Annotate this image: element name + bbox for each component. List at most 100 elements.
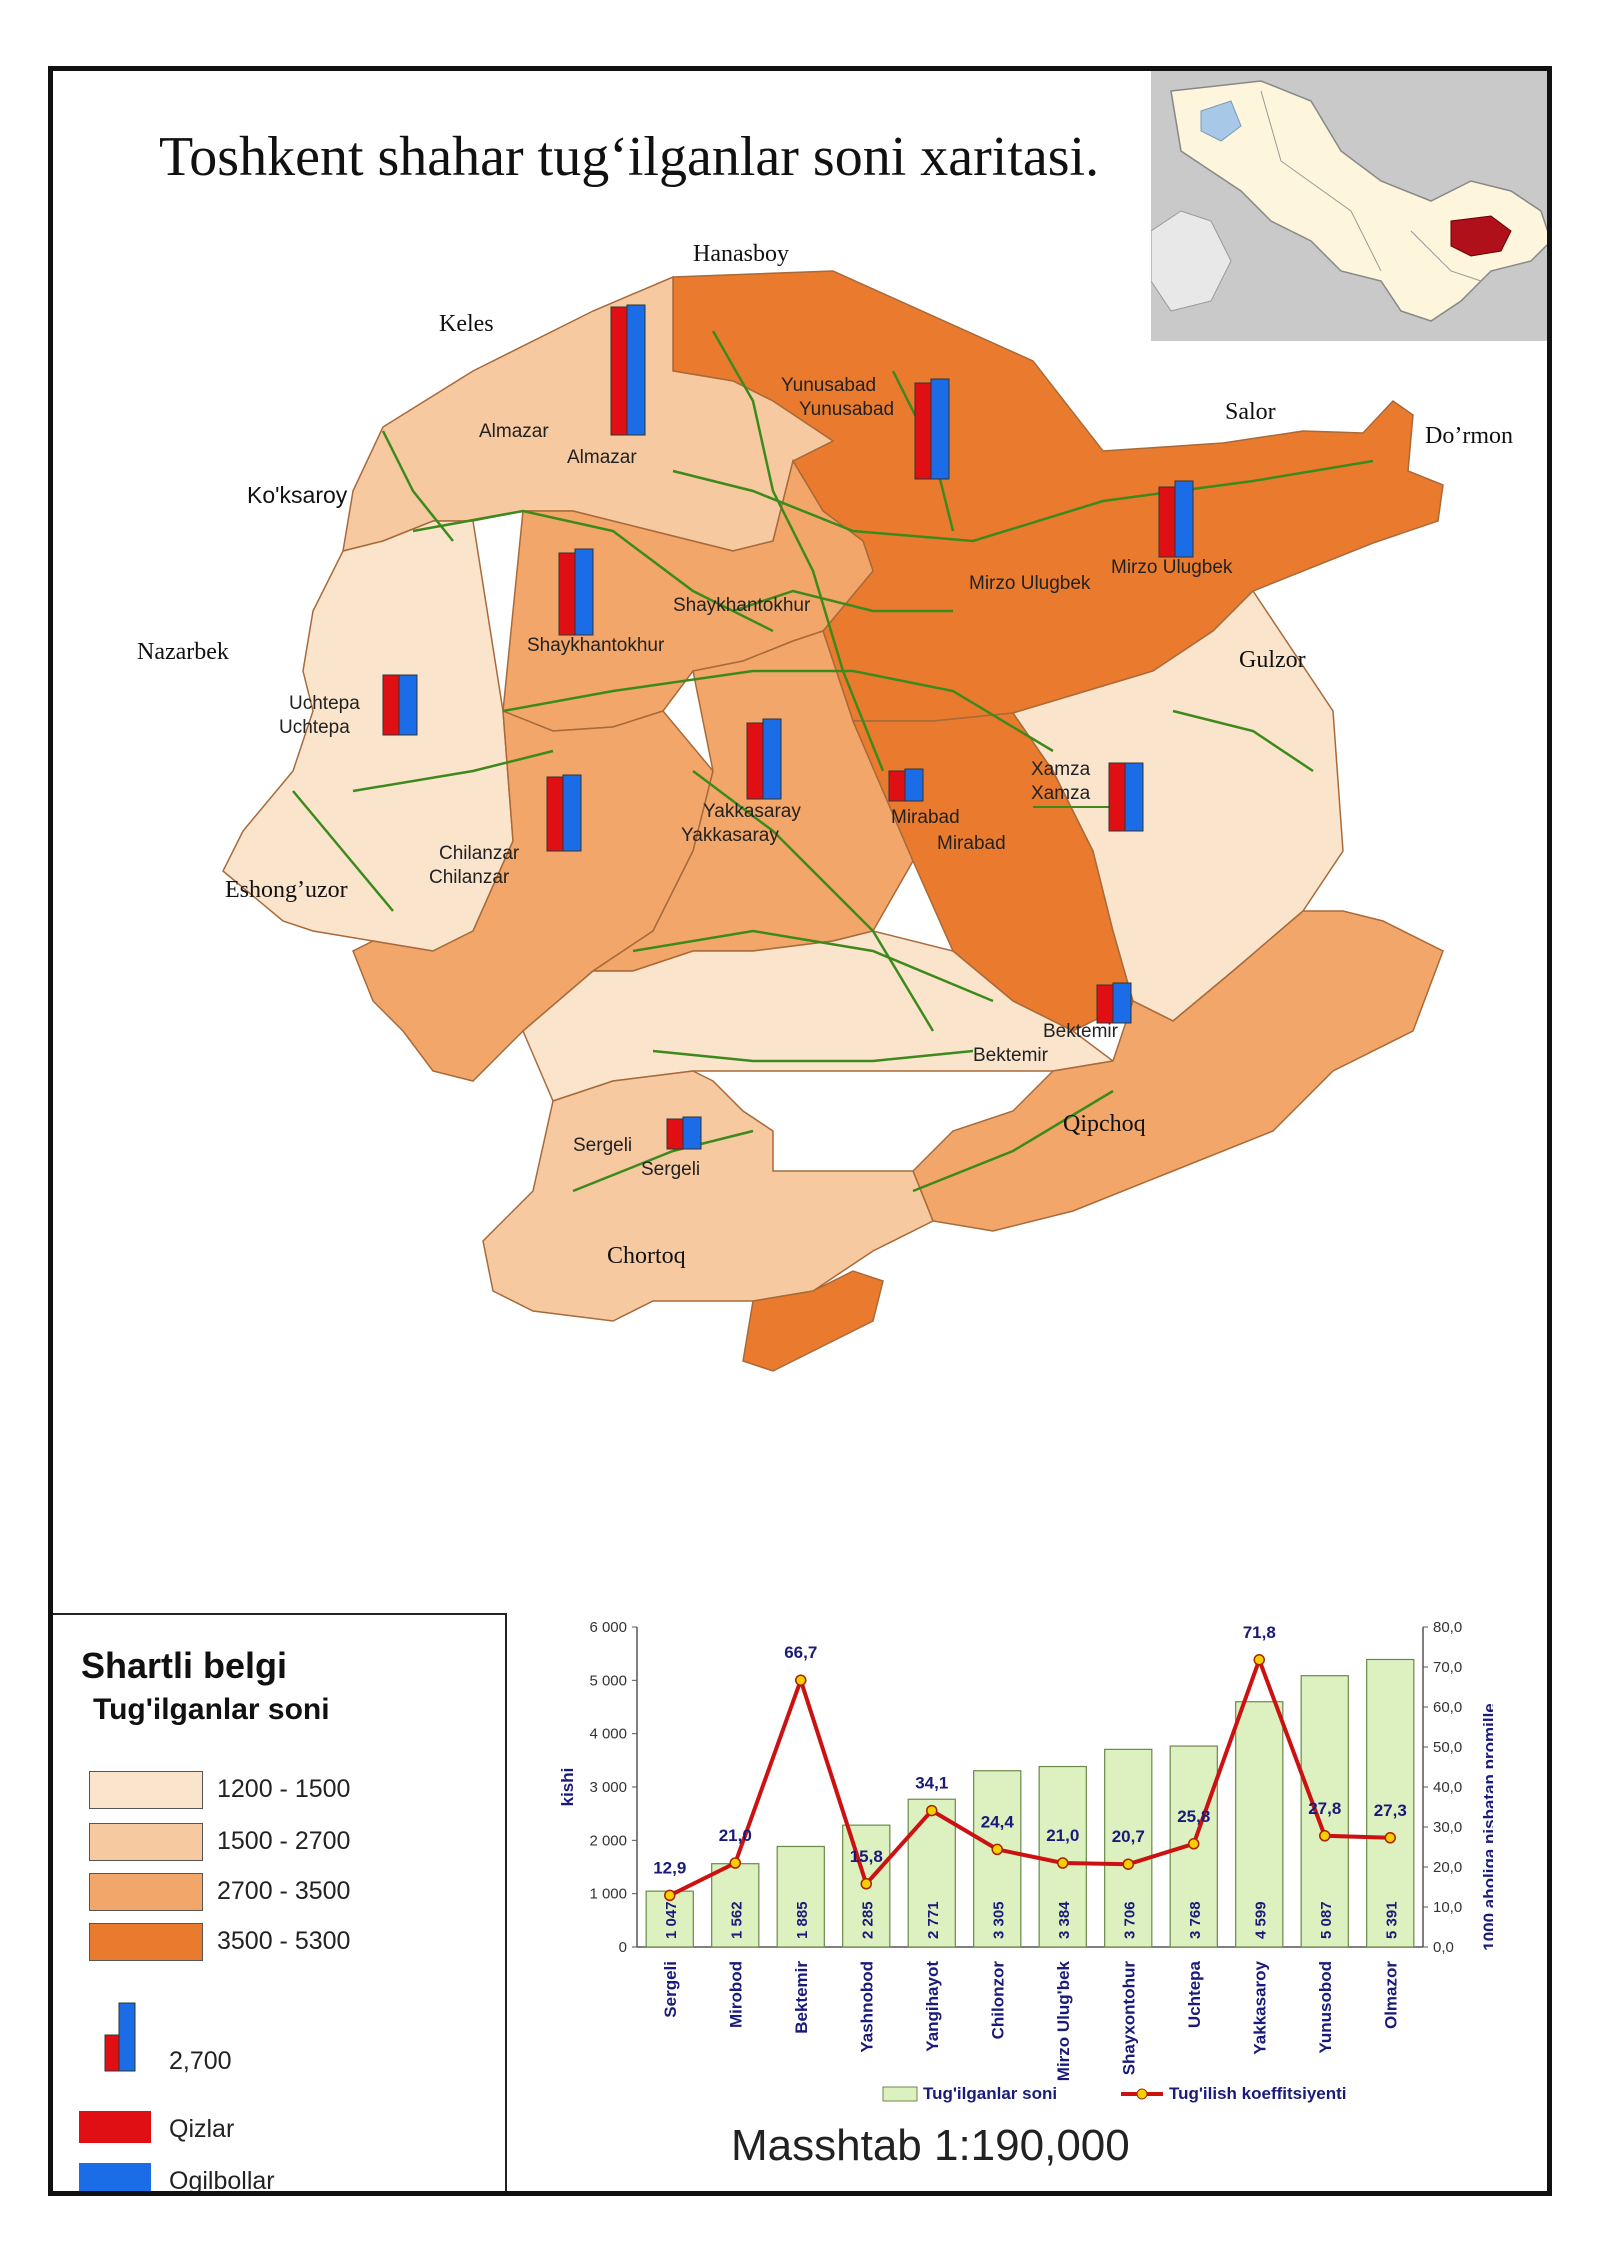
y2-tick-label: 0,0: [1433, 1939, 1454, 1956]
uzbekistan-inset-map: [1151, 71, 1547, 341]
coefficient-label: 71,8: [1243, 1623, 1276, 1642]
y-tick-label: 4 000: [589, 1726, 627, 1743]
bar-data-label: 3 706: [1121, 1901, 1138, 1939]
x-tick-label: Olmazor: [1381, 1961, 1400, 2029]
y2-axis-title: 1000 aholiga nisbatan promille: [1480, 1703, 1493, 1951]
district-south-tail: [742, 1270, 884, 1372]
coefficient-point: [926, 1804, 938, 1817]
coefficient-label: 12,9: [653, 1858, 686, 1877]
x-tick-label: Shayxontohur: [1119, 1961, 1138, 2076]
bar-data-label: 1 047: [663, 1901, 680, 1939]
district-label-sergeli-1: Sergeli: [573, 1135, 632, 1156]
x-tick-label: Yashnobod: [857, 1961, 876, 2053]
coefficient-point: [664, 1889, 676, 1902]
x-tick-label: Uchtepa: [1185, 1960, 1204, 2028]
coefficient-label: 21,0: [1046, 1826, 1079, 1845]
legend-swatch-class-1: [89, 1771, 203, 1809]
label-koksaroy: Ko'ksaroy: [247, 482, 348, 508]
bar-symbols: [382, 304, 1194, 1150]
coefficient-label: 21,0: [719, 1826, 752, 1845]
coefficient-label: 20,7: [1112, 1827, 1145, 1846]
district-label-mirabad-2: Mirabad: [937, 833, 1006, 854]
bar-data-label: 2 285: [859, 1901, 876, 1939]
coefficient-point: [1319, 1830, 1331, 1842]
label-dormon: Do’rmon: [1425, 423, 1513, 449]
district-sergeli[interactable]: [482, 1070, 934, 1322]
bar-symbol-sergeli: [666, 1116, 702, 1150]
district-label-sergeli-2: Sergeli: [641, 1159, 700, 1180]
district-label-almazar-2: Almazar: [567, 447, 637, 468]
legend-subtitle: Tug'ilganlar soni: [93, 1693, 330, 1726]
chart-bar: [907, 1798, 956, 1948]
y2-tick-label: 10,0: [1433, 1899, 1462, 1916]
x-tick-label: Yangihayot: [923, 1961, 942, 2052]
label-nazarbek: Nazarbek: [137, 639, 229, 665]
legend-swatch-class-4: [89, 1923, 203, 1961]
chart-bar: [1300, 1675, 1349, 1948]
y-tick-label: 5 000: [589, 1672, 627, 1689]
district-label-uchtepa-2: Uchtepa: [279, 717, 350, 738]
district-label-shaykh-2: Shaykhantokhur: [527, 635, 665, 656]
map-legend: Shartli belgi Tug'ilganlar soni 1200 - 1…: [53, 1613, 507, 2191]
y-tick-label: 6 000: [589, 1619, 627, 1636]
legend-class-4-label: 3500 - 5300: [217, 1927, 351, 1955]
district-label-chilanzar-2: Chilanzar: [429, 867, 510, 888]
coefficient-point: [1188, 1838, 1200, 1850]
coefficient-label: 27,8: [1308, 1799, 1341, 1818]
label-salor: Salor: [1225, 399, 1276, 425]
bar-data-label: 4 599: [1252, 1901, 1269, 1939]
y2-tick-label: 70,0: [1433, 1659, 1462, 1676]
coefficient-label: 15,8: [850, 1847, 883, 1866]
bar-symbol-bektemir: [1096, 982, 1132, 1024]
district-bektemir[interactable]: [912, 910, 1444, 1232]
bar-symbol-xamza: [1108, 762, 1144, 832]
district-label-yakkasaray-2: Yakkasaray: [681, 825, 779, 846]
chart-bar: [1104, 1748, 1153, 1948]
district-label-bektemir-1: Bektemir: [1043, 1021, 1119, 1042]
legend-class-2-label: 1500 - 2700: [217, 1827, 351, 1855]
bar-data-label: 3 384: [1056, 1901, 1073, 1939]
legend-class-1-label: 1200 - 1500: [217, 1775, 351, 1803]
coefficient-label: 25,8: [1177, 1807, 1210, 1826]
x-tick-label: Bektemir: [792, 1961, 811, 2034]
district-label-xamza-2: Xamza: [1031, 783, 1091, 804]
district-label-yunusabad-2: Yunusabad: [799, 399, 894, 420]
x-tick-label: Chilonzor: [988, 1961, 1007, 2040]
chart-legend-line-label: Tug'ilish koeffitsiyenti: [1169, 2084, 1347, 2103]
label-qipchoq: Qipchoq: [1063, 1111, 1146, 1137]
legend-girls-label: Qizlar: [169, 2115, 235, 2143]
bar-symbol-mirabad: [888, 768, 924, 802]
district-label-mirzo-1: Mirzo Ulugbek: [969, 573, 1091, 594]
district-chilanzar[interactable]: [352, 709, 714, 1082]
births-chart: 0 1 000 2 000 3 000 4 000 5 000 6 000 0,0 10,0 20…: [558, 1619, 1493, 2103]
chart-bar: [1038, 1765, 1087, 1948]
district-label-uchtepa-1: Uchtepa: [289, 693, 360, 714]
x-tick-label: Sergeli: [661, 1961, 680, 2018]
district-label-almazar-1: Almazar: [479, 421, 549, 442]
coefficient-label: 27,3: [1374, 1801, 1407, 1820]
x-tick-label: Yunusobod: [1316, 1961, 1335, 2054]
coefficient-point: [1057, 1857, 1069, 1869]
district-label-yunusabad-1: Yunusabad: [781, 375, 876, 396]
chart-bar: [842, 1824, 891, 1948]
legend-bar-value: 2,700: [169, 2047, 232, 2075]
district-label-mirabad-1: Mirabad: [891, 807, 960, 828]
chart-bar: [1235, 1701, 1284, 1948]
y-axis-title: kishi: [558, 1768, 577, 1807]
y-tick-label: 1 000: [589, 1886, 627, 1903]
district-label-bektemir-2: Bektemir: [973, 1045, 1049, 1066]
label-eshonguzor: Eshong’uzor: [225, 877, 348, 903]
legend-girls-swatch: [79, 2111, 151, 2143]
y2-tick-label: 40,0: [1433, 1779, 1462, 1796]
coefficient-point: [1253, 1654, 1265, 1666]
coefficient-label: 24,4: [981, 1812, 1015, 1831]
map-title: Toshkent shahar tug‘ilganlar soni xarita…: [159, 126, 1100, 188]
district-label-shaykh-1: Shaykhantokhur: [673, 595, 811, 616]
coefficient-label: 34,1: [915, 1774, 948, 1793]
chart-bar: [776, 1845, 825, 1948]
scale-text: Masshtab 1:190,000: [731, 2121, 1130, 2170]
tashkent-district-map: Hanasboy Keles Salor Do’rmon Ko'ksaroy N…: [137, 241, 1513, 1372]
coefficient-point: [795, 1674, 807, 1686]
chart-legend-bar-label: Tug'ilganlar soni: [923, 2084, 1057, 2103]
y-tick-label: 0: [619, 1939, 627, 1956]
